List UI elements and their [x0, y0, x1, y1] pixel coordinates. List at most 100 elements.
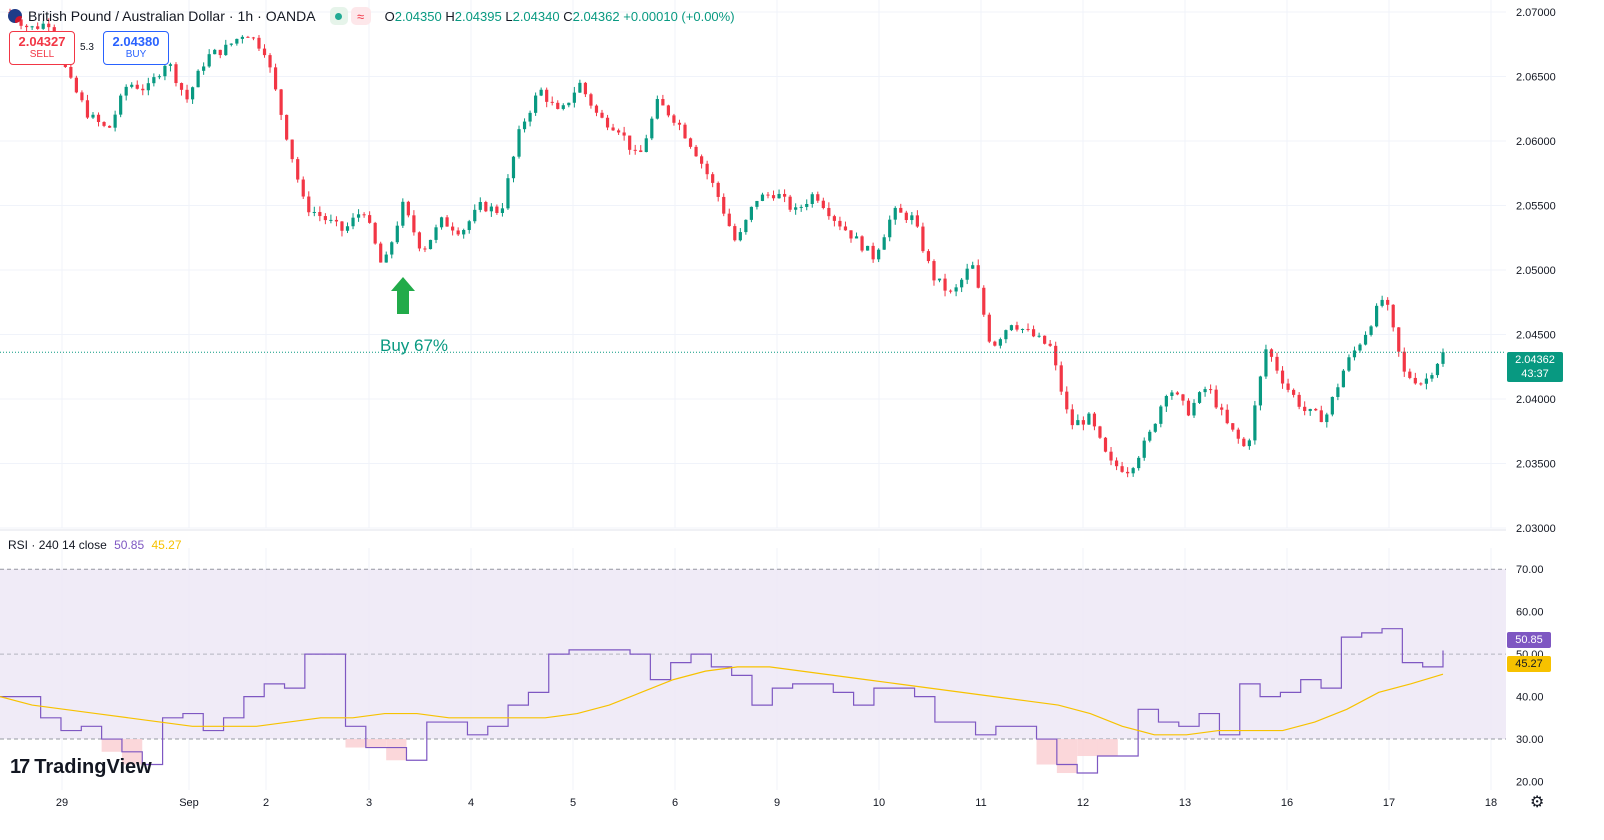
candle-body	[340, 221, 344, 231]
candle-body	[865, 245, 870, 251]
candle-body	[993, 341, 997, 346]
header-separator: ·	[228, 8, 234, 24]
candle-body	[285, 114, 289, 140]
candle-body	[877, 249, 881, 260]
candle-body	[1247, 440, 1251, 447]
candle-body	[467, 221, 471, 231]
candle-body	[937, 278, 942, 281]
candle-body	[351, 217, 355, 227]
candle-body	[1103, 437, 1108, 452]
gear-icon[interactable]: ⚙	[1530, 794, 1545, 811]
candle-body	[915, 215, 919, 227]
sell-button[interactable]: 2.04327 SELL	[9, 31, 75, 65]
candle-body	[827, 207, 831, 217]
candle-body	[694, 146, 698, 157]
candle-body	[600, 112, 604, 118]
low-label: L	[505, 8, 513, 24]
candle-body	[1209, 389, 1213, 391]
candle-body	[810, 194, 814, 204]
candle-body	[755, 200, 759, 207]
buy-label: BUY	[125, 49, 147, 60]
candle-body	[1430, 375, 1434, 379]
candle-body	[617, 130, 621, 133]
rsi-series-line	[0, 628, 1444, 774]
candle-body	[788, 196, 792, 210]
time-axis-tick-label: 6	[672, 797, 678, 809]
candle-body	[395, 225, 399, 243]
tradingview-logo[interactable]: 17 TradingView	[10, 756, 152, 779]
rsi-legend[interactable]: RSI · 240 14 close 50.85 45.27	[8, 538, 182, 552]
candle-body	[240, 36, 244, 39]
candle-body	[1026, 328, 1030, 330]
candle-body	[1253, 405, 1257, 441]
candle-body	[910, 215, 914, 221]
candle-body	[318, 211, 322, 217]
symbol-name[interactable]: British Pound / Australian Dollar	[28, 8, 225, 24]
candle-body	[1336, 387, 1340, 397]
candle-body	[1126, 471, 1130, 474]
candle-body	[733, 226, 737, 241]
candle-body	[1137, 457, 1141, 469]
candle-body	[1236, 429, 1240, 439]
candle-body	[1186, 400, 1191, 416]
candle-body	[583, 82, 588, 95]
candle-body	[41, 23, 45, 29]
rsi-value: 50.85	[114, 538, 145, 552]
candle-body	[1098, 426, 1102, 438]
candle-body	[434, 227, 438, 240]
candle-body	[218, 49, 222, 56]
candle-body	[522, 121, 527, 130]
candle-body	[517, 129, 521, 157]
candle-body	[888, 219, 892, 238]
candle-body	[921, 226, 925, 252]
time-axis-tick-label: 4	[468, 797, 474, 809]
candle-body	[451, 226, 455, 231]
candle-body	[1258, 376, 1263, 406]
candle-body	[329, 219, 333, 221]
rsi-axis-tick-label: 30.00	[1516, 734, 1544, 746]
candle-body	[567, 102, 571, 106]
candle-body	[971, 265, 975, 269]
candle-body	[1087, 413, 1091, 425]
rsi-oversold-fill	[345, 739, 366, 748]
buy-button[interactable]: 2.04380 BUY	[103, 31, 169, 65]
candle-body	[157, 76, 161, 78]
candle-body	[594, 105, 599, 113]
interval-label[interactable]: 1h	[237, 8, 254, 24]
candle-body	[926, 251, 931, 262]
candle-body	[954, 287, 958, 292]
candle-body	[462, 230, 466, 235]
rsi-axis-tick-label: 70.00	[1516, 564, 1544, 576]
candle-body	[650, 118, 654, 139]
candle-body	[290, 139, 294, 160]
gbp-aud-flag-icon	[8, 9, 22, 23]
time-axis-tick-label: 13	[1179, 797, 1191, 809]
candle-body	[644, 138, 648, 153]
candle-body	[301, 179, 305, 197]
candle-body	[373, 222, 377, 244]
candle-body	[202, 66, 206, 71]
candle-body	[661, 99, 665, 106]
candle-body	[738, 232, 742, 241]
high-value: 2.04395	[454, 8, 502, 24]
rsi-oversold-fill	[365, 739, 387, 748]
approx-wave-icon[interactable]: ≈	[350, 7, 371, 25]
candle-body	[1386, 299, 1390, 305]
candle-body	[716, 182, 720, 197]
candle-body	[1004, 330, 1008, 340]
candle-body	[456, 230, 460, 235]
candle-body	[1142, 440, 1146, 458]
candle-body	[1413, 377, 1417, 384]
candle-body	[633, 149, 637, 151]
candle-body	[1081, 420, 1085, 425]
candle-body	[711, 174, 715, 183]
candle-body	[47, 23, 51, 28]
market-open-dot-icon[interactable]	[329, 7, 348, 25]
candle-body	[987, 314, 991, 342]
candle-body	[368, 215, 372, 223]
candle-body	[141, 88, 145, 91]
candle-body	[622, 132, 626, 136]
candle-body	[1375, 305, 1379, 327]
